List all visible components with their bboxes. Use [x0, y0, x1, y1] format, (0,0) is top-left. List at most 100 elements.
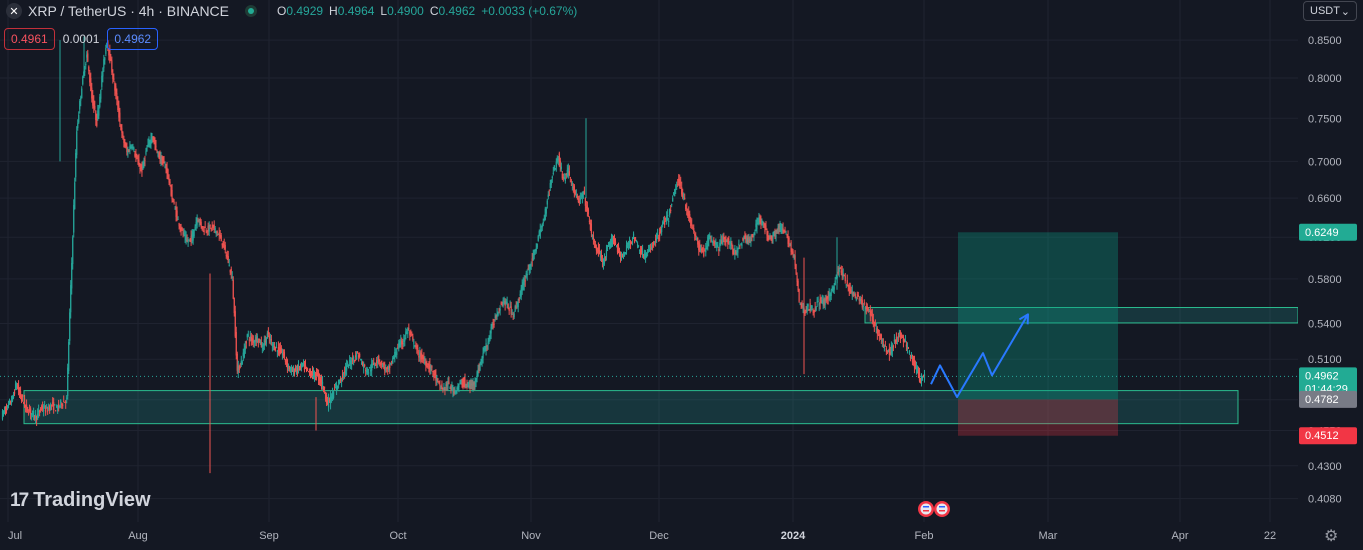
candle-body [422, 356, 424, 360]
candle-body [181, 227, 183, 230]
candle-body [700, 248, 702, 251]
candle-body [267, 331, 269, 335]
candle-body [356, 352, 358, 359]
candle-body [681, 187, 683, 195]
candle-body [313, 371, 316, 378]
candle-body [852, 291, 854, 297]
candle-body [59, 405, 61, 408]
candle-body [441, 383, 443, 390]
price-tag-bg [1299, 223, 1357, 241]
candle-body [87, 53, 89, 62]
spread-value: 0.0001 [62, 32, 100, 46]
candle-body [61, 403, 63, 406]
candle-body [62, 404, 64, 406]
sell-button[interactable]: 0.4961 [4, 28, 55, 50]
zones [23, 232, 1299, 436]
overlays [0, 313, 1298, 517]
price-tag-value: 0.4512 [1305, 430, 1339, 442]
candle-body [583, 190, 585, 195]
candle-body [499, 308, 501, 311]
candle-body [459, 382, 461, 385]
candle-body [322, 386, 325, 391]
candle-body [724, 240, 726, 242]
candle-body [89, 73, 91, 83]
candle-body [350, 360, 352, 365]
symbol-title[interactable]: XRP / TetherUS · 4h · BINANCE [28, 3, 229, 19]
candle-body [858, 297, 860, 301]
candle-body [773, 235, 775, 237]
candle-body [24, 405, 27, 407]
candle-body [46, 406, 48, 408]
price-tag-stop: 0.4512 [1299, 427, 1357, 445]
candle-body [710, 240, 712, 242]
candle-body [877, 329, 879, 333]
candle-body [726, 240, 728, 242]
candle-body [329, 396, 332, 404]
candle-body [208, 225, 210, 232]
candle-body [212, 224, 214, 228]
candle-body [376, 359, 378, 364]
candle-body [281, 353, 284, 355]
candle-body [71, 263, 73, 289]
candle-body [54, 404, 56, 406]
candle-body [861, 300, 863, 308]
candle-body [691, 223, 693, 225]
candle-body [793, 254, 795, 257]
candle-body [58, 403, 60, 407]
candle-body [719, 243, 721, 248]
candle-body [223, 243, 225, 245]
candle-body [633, 237, 636, 242]
candle-body [794, 255, 796, 266]
candle-body [457, 384, 459, 390]
candle-body [95, 110, 97, 121]
candle-body [900, 334, 903, 338]
ohlc-close: C0.4962 [429, 4, 476, 18]
candle-body [527, 268, 529, 270]
candle-body [278, 347, 281, 354]
candle-body [40, 408, 42, 411]
candle-body [194, 226, 196, 231]
candle-body [675, 188, 677, 191]
buy-button[interactable]: 0.4962 [107, 28, 159, 50]
candle-body [347, 362, 349, 365]
candle-body [546, 200, 548, 205]
candle-body [872, 319, 874, 324]
candle-body [203, 230, 205, 232]
candle-body [680, 182, 682, 184]
candle-body [814, 307, 816, 312]
candle-body [26, 406, 29, 412]
candle-body [921, 379, 924, 381]
event-flag-face [920, 503, 932, 515]
candle-body [741, 244, 743, 247]
candle-body [601, 260, 604, 262]
candle-body [801, 303, 803, 308]
candle-body [219, 234, 221, 237]
candle-body [788, 237, 790, 245]
candle-body [244, 345, 246, 350]
event-flag-stripe [923, 506, 929, 508]
candle-body [771, 237, 773, 240]
candle-body [856, 294, 858, 296]
candle-body [419, 352, 421, 357]
candle-body [176, 210, 178, 217]
candle-body [335, 384, 338, 390]
gear-icon[interactable]: ⚙ [1324, 528, 1339, 545]
candle-body [616, 246, 619, 253]
candle-body [736, 250, 738, 252]
candle-body [109, 49, 111, 62]
candle-body [520, 288, 522, 297]
candle-body [747, 236, 749, 243]
candle-body [885, 348, 887, 352]
currency-selector[interactable]: USDT ⌄ [1303, 1, 1357, 21]
candle-body [312, 371, 315, 375]
candle-body [28, 408, 31, 412]
candle-body [362, 361, 364, 366]
candle-body [378, 355, 380, 362]
candle-body [2, 412, 5, 414]
candle-body [813, 310, 815, 314]
candle-body [703, 250, 705, 257]
candle-body [922, 375, 925, 377]
candle-body [337, 380, 340, 384]
candle-body [165, 168, 167, 170]
